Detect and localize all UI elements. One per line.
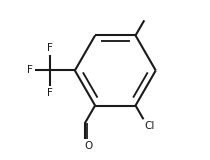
Text: F: F — [27, 65, 33, 76]
Text: F: F — [47, 88, 53, 98]
Text: Cl: Cl — [144, 120, 155, 131]
Text: F: F — [47, 43, 53, 53]
Text: O: O — [84, 141, 92, 151]
